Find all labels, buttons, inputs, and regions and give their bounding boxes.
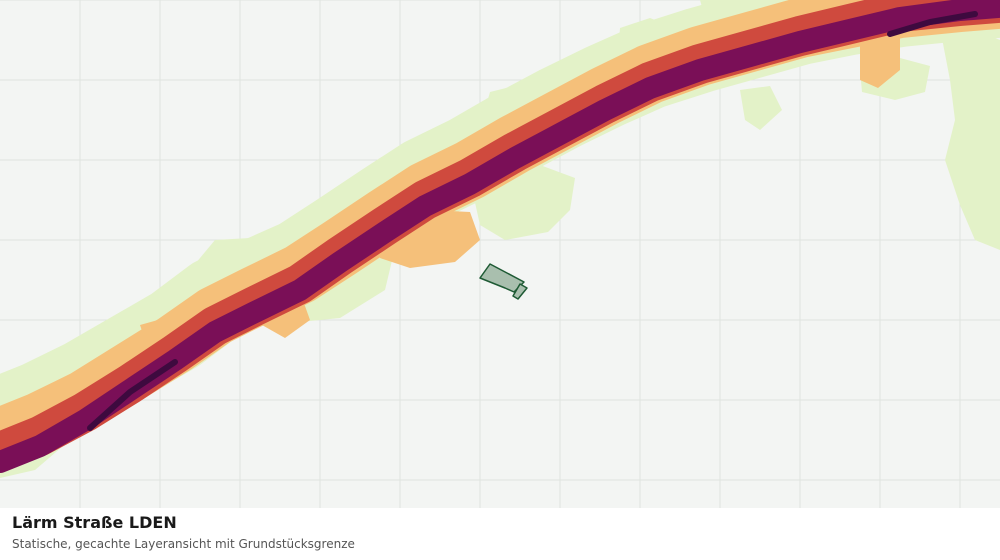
- map-grid: [0, 0, 1000, 508]
- noise-map-svg: [0, 0, 1000, 508]
- parcel-annex[interactable]: [512, 283, 528, 300]
- layer-subtitle: Statische, gecachte Layeransicht mit Gru…: [12, 537, 355, 551]
- noise-band-highest: [87, 11, 978, 431]
- map-canvas[interactable]: [0, 0, 1000, 508]
- property-boundary[interactable]: [479, 263, 528, 300]
- map-caption: Lärm Straße LDEN Statische, gecachte Lay…: [0, 508, 1000, 560]
- layer-title: Lärm Straße LDEN: [12, 513, 177, 532]
- noise-band-lowest: [0, 0, 1000, 478]
